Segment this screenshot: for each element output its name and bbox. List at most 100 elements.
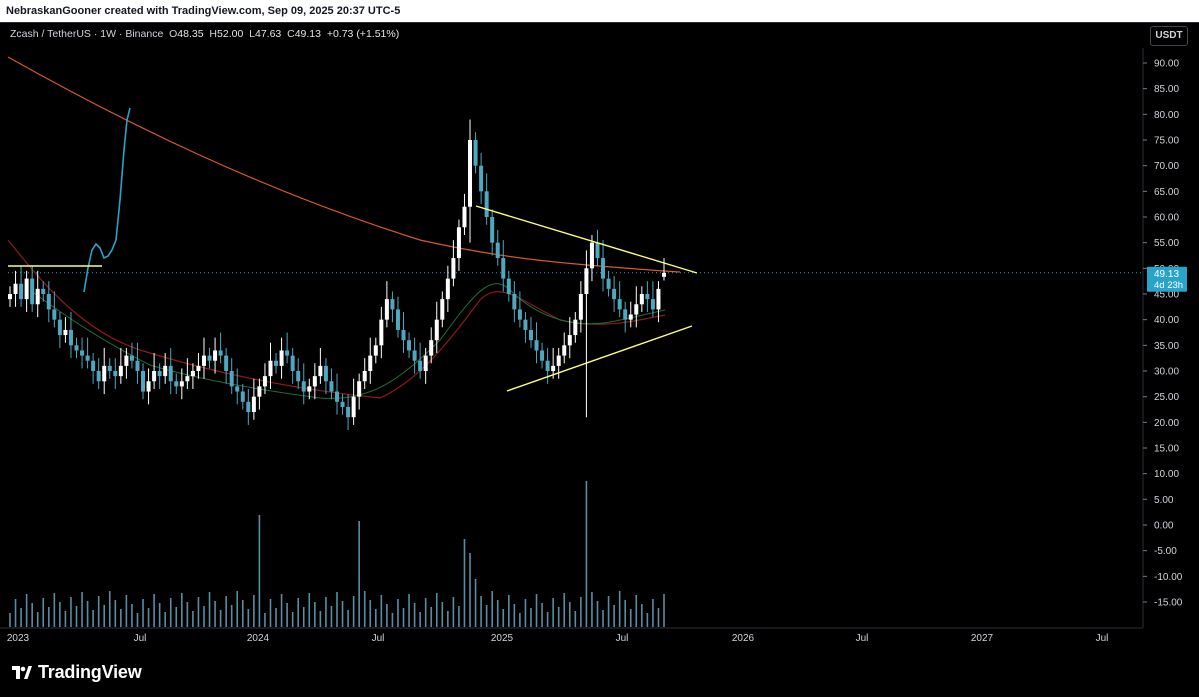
volume-bar (291, 612, 294, 627)
volume-bar (169, 598, 172, 627)
volume-bar (64, 611, 67, 627)
y-tick-label: 75.00 (1154, 136, 1179, 147)
candle-body (80, 350, 85, 356)
candle-body (623, 309, 628, 320)
change-value: +0.73 (+1.51%) (326, 28, 400, 40)
candle-body (19, 283, 24, 300)
volume-bar (325, 597, 327, 627)
candle-body (290, 355, 295, 371)
open-label: O (169, 28, 178, 40)
candle-body (312, 376, 317, 387)
candle-body (351, 396, 356, 418)
candle-body (335, 391, 339, 402)
x-tick-label: 2023 (7, 633, 30, 644)
volume-bar (181, 593, 183, 627)
candle-body (74, 345, 79, 351)
candle-body (656, 288, 661, 310)
y-tick-label: 0.00 (1154, 521, 1174, 532)
candle-body (107, 365, 112, 371)
volume-bar (142, 599, 144, 627)
ma-long-line (7, 56, 681, 273)
volume-bar (524, 599, 527, 627)
volume-bar (14, 599, 17, 627)
y-tick-label: 85.00 (1154, 84, 1179, 95)
volume-bar (585, 481, 588, 627)
volume-bar (258, 515, 261, 627)
tradingview-logo[interactable]: TradingView (10, 661, 142, 683)
volume-bar (607, 596, 610, 627)
candle-body (601, 258, 606, 279)
candle-body (68, 329, 73, 346)
candle-body (185, 376, 190, 382)
volume-bar (508, 595, 510, 627)
footer: TradingView (0, 647, 1199, 697)
volume-bar (53, 593, 56, 627)
volume-bar (352, 596, 355, 627)
candle-body (589, 242, 594, 269)
candle-body (196, 365, 201, 371)
candle-body (146, 381, 151, 392)
candle-body (274, 360, 279, 366)
candle-body (645, 294, 650, 300)
candle-body (451, 258, 456, 279)
volume-bar (413, 603, 416, 627)
candle-body (257, 386, 262, 397)
candle-body (578, 294, 583, 320)
volume-bar (97, 596, 100, 627)
volume-bar (541, 603, 543, 627)
volume-bar (635, 595, 638, 627)
volume-bar (629, 609, 632, 627)
candle-body (46, 294, 51, 310)
candle-body (35, 288, 40, 305)
volume-bar (120, 609, 122, 627)
candle-body (418, 360, 423, 371)
candle-body (501, 258, 506, 279)
x-tick-label: 2026 (732, 633, 755, 644)
volume-bar (530, 608, 532, 627)
volume-bar (435, 593, 438, 627)
price-tag (1147, 266, 1187, 292)
candle-body (179, 381, 184, 387)
volume-bar (275, 608, 277, 627)
volume-bar (641, 604, 643, 627)
candle-body (429, 340, 434, 356)
volume-bar (447, 611, 449, 627)
symbol-legend: Zcash / TetherUS · 1W · Binance O48.35 H… (10, 28, 399, 40)
ma-green-line (29, 283, 666, 399)
y-tick-label: 60.00 (1154, 213, 1179, 224)
candle-body (606, 278, 611, 289)
candle-body (368, 355, 373, 371)
candle-body (129, 355, 134, 361)
y-tick-label: 65.00 (1154, 187, 1179, 198)
candle-body (384, 299, 389, 320)
candle-body (468, 140, 473, 207)
candle-body (174, 381, 179, 387)
volume-bar (535, 594, 538, 627)
volume-bar (192, 611, 194, 627)
candle-body (639, 294, 644, 305)
volume-bar (131, 604, 133, 627)
candle-body (528, 329, 533, 341)
low-value: 47.63 (254, 28, 282, 40)
candle-body (213, 350, 218, 361)
volume-bar (574, 611, 577, 627)
volume-bar (81, 592, 83, 627)
candle-body (562, 345, 567, 356)
x-tick-label: 2027 (971, 633, 994, 644)
high-label: H (209, 28, 218, 40)
candle-body (551, 365, 556, 371)
candle-body (113, 371, 118, 377)
candle-body (329, 381, 334, 392)
volume-bar (108, 591, 111, 627)
candle-body (52, 309, 57, 320)
candle-body (407, 340, 412, 351)
attribution-bar: NebraskanGooner created with TradingView… (0, 0, 1199, 22)
open-value: 48.35 (177, 28, 204, 40)
candle-body (556, 355, 561, 366)
currency-button[interactable]: USDT (1150, 26, 1188, 46)
volume-bar (175, 607, 178, 627)
volume-bar (485, 605, 488, 627)
candle-body (662, 272, 666, 277)
volume-bar (552, 598, 554, 627)
